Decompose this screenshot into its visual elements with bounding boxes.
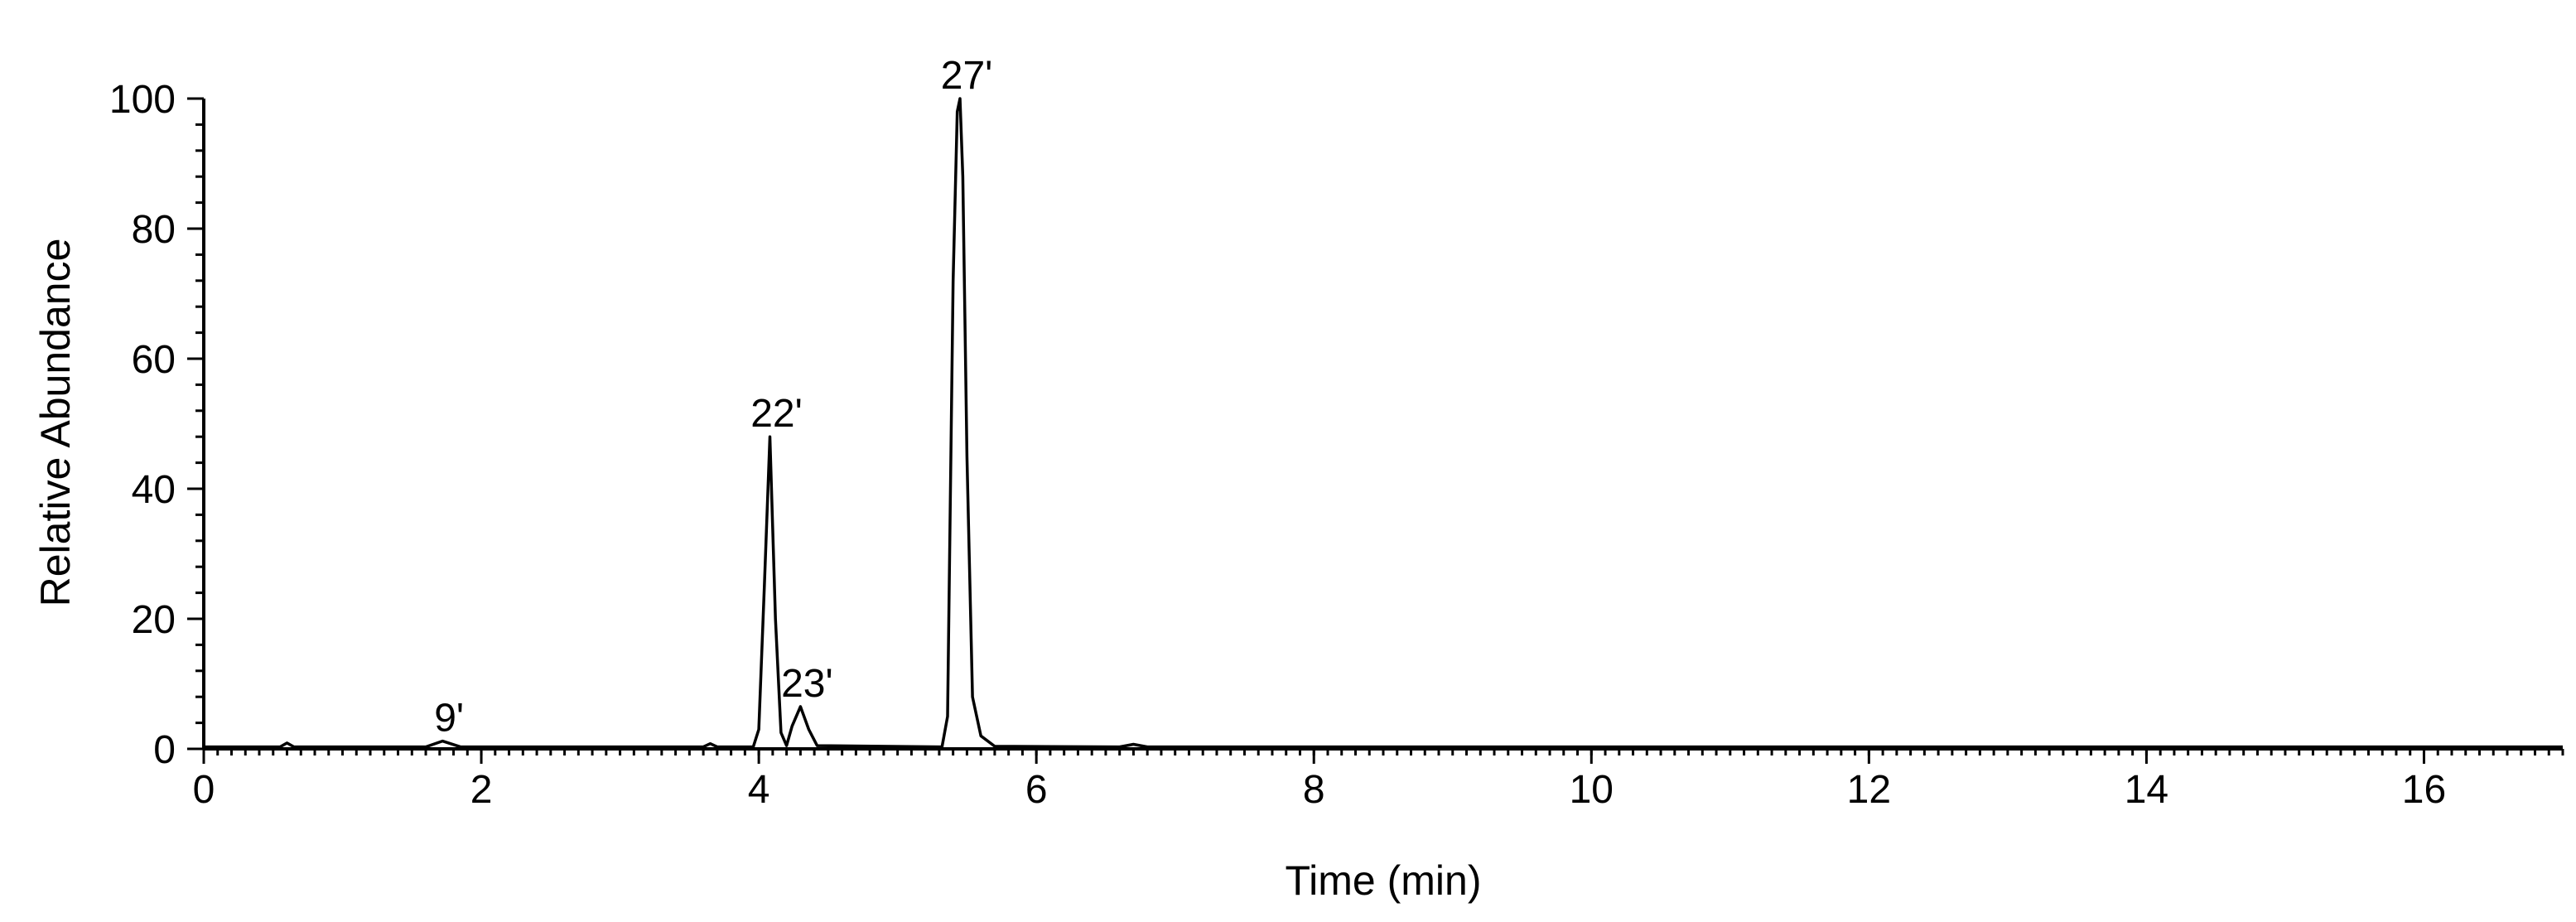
y-axis-ticks: 0 20 40 60 80 100: [109, 78, 204, 772]
peak-label: 23': [781, 662, 833, 706]
x-axis-title: Time (min): [1285, 857, 1481, 904]
x-tick-label: 8: [1303, 768, 1325, 812]
y-tick-label: 40: [132, 468, 176, 512]
peak-labels: 9' 22' 23' 27': [434, 54, 992, 741]
x-tick-label: 6: [1025, 768, 1048, 812]
x-tick-label: 0: [193, 768, 215, 812]
y-tick-label: 100: [109, 78, 176, 122]
x-tick-label: 10: [1570, 768, 1614, 812]
y-axis-title: Relative Abundance: [32, 239, 79, 607]
x-tick-label: 4: [748, 768, 770, 812]
x-tick-label: 2: [470, 768, 493, 812]
x-tick-label: 16: [2402, 768, 2446, 812]
y-tick-label: 60: [132, 338, 176, 382]
y-tick-label: 20: [132, 598, 176, 642]
peak-label: 22': [750, 392, 803, 436]
y-tick-label: 0: [153, 728, 176, 772]
peak-label: 27': [941, 54, 993, 98]
peak-label: 9': [434, 697, 464, 741]
x-axis-ticks: 0 2 4 6 8 10 12 14 16: [193, 749, 2564, 812]
y-tick-label: 80: [132, 208, 176, 252]
x-tick-label: 14: [2125, 768, 2168, 812]
chromatogram-trace: [204, 97, 2563, 749]
x-tick-label: 12: [1847, 768, 1891, 812]
